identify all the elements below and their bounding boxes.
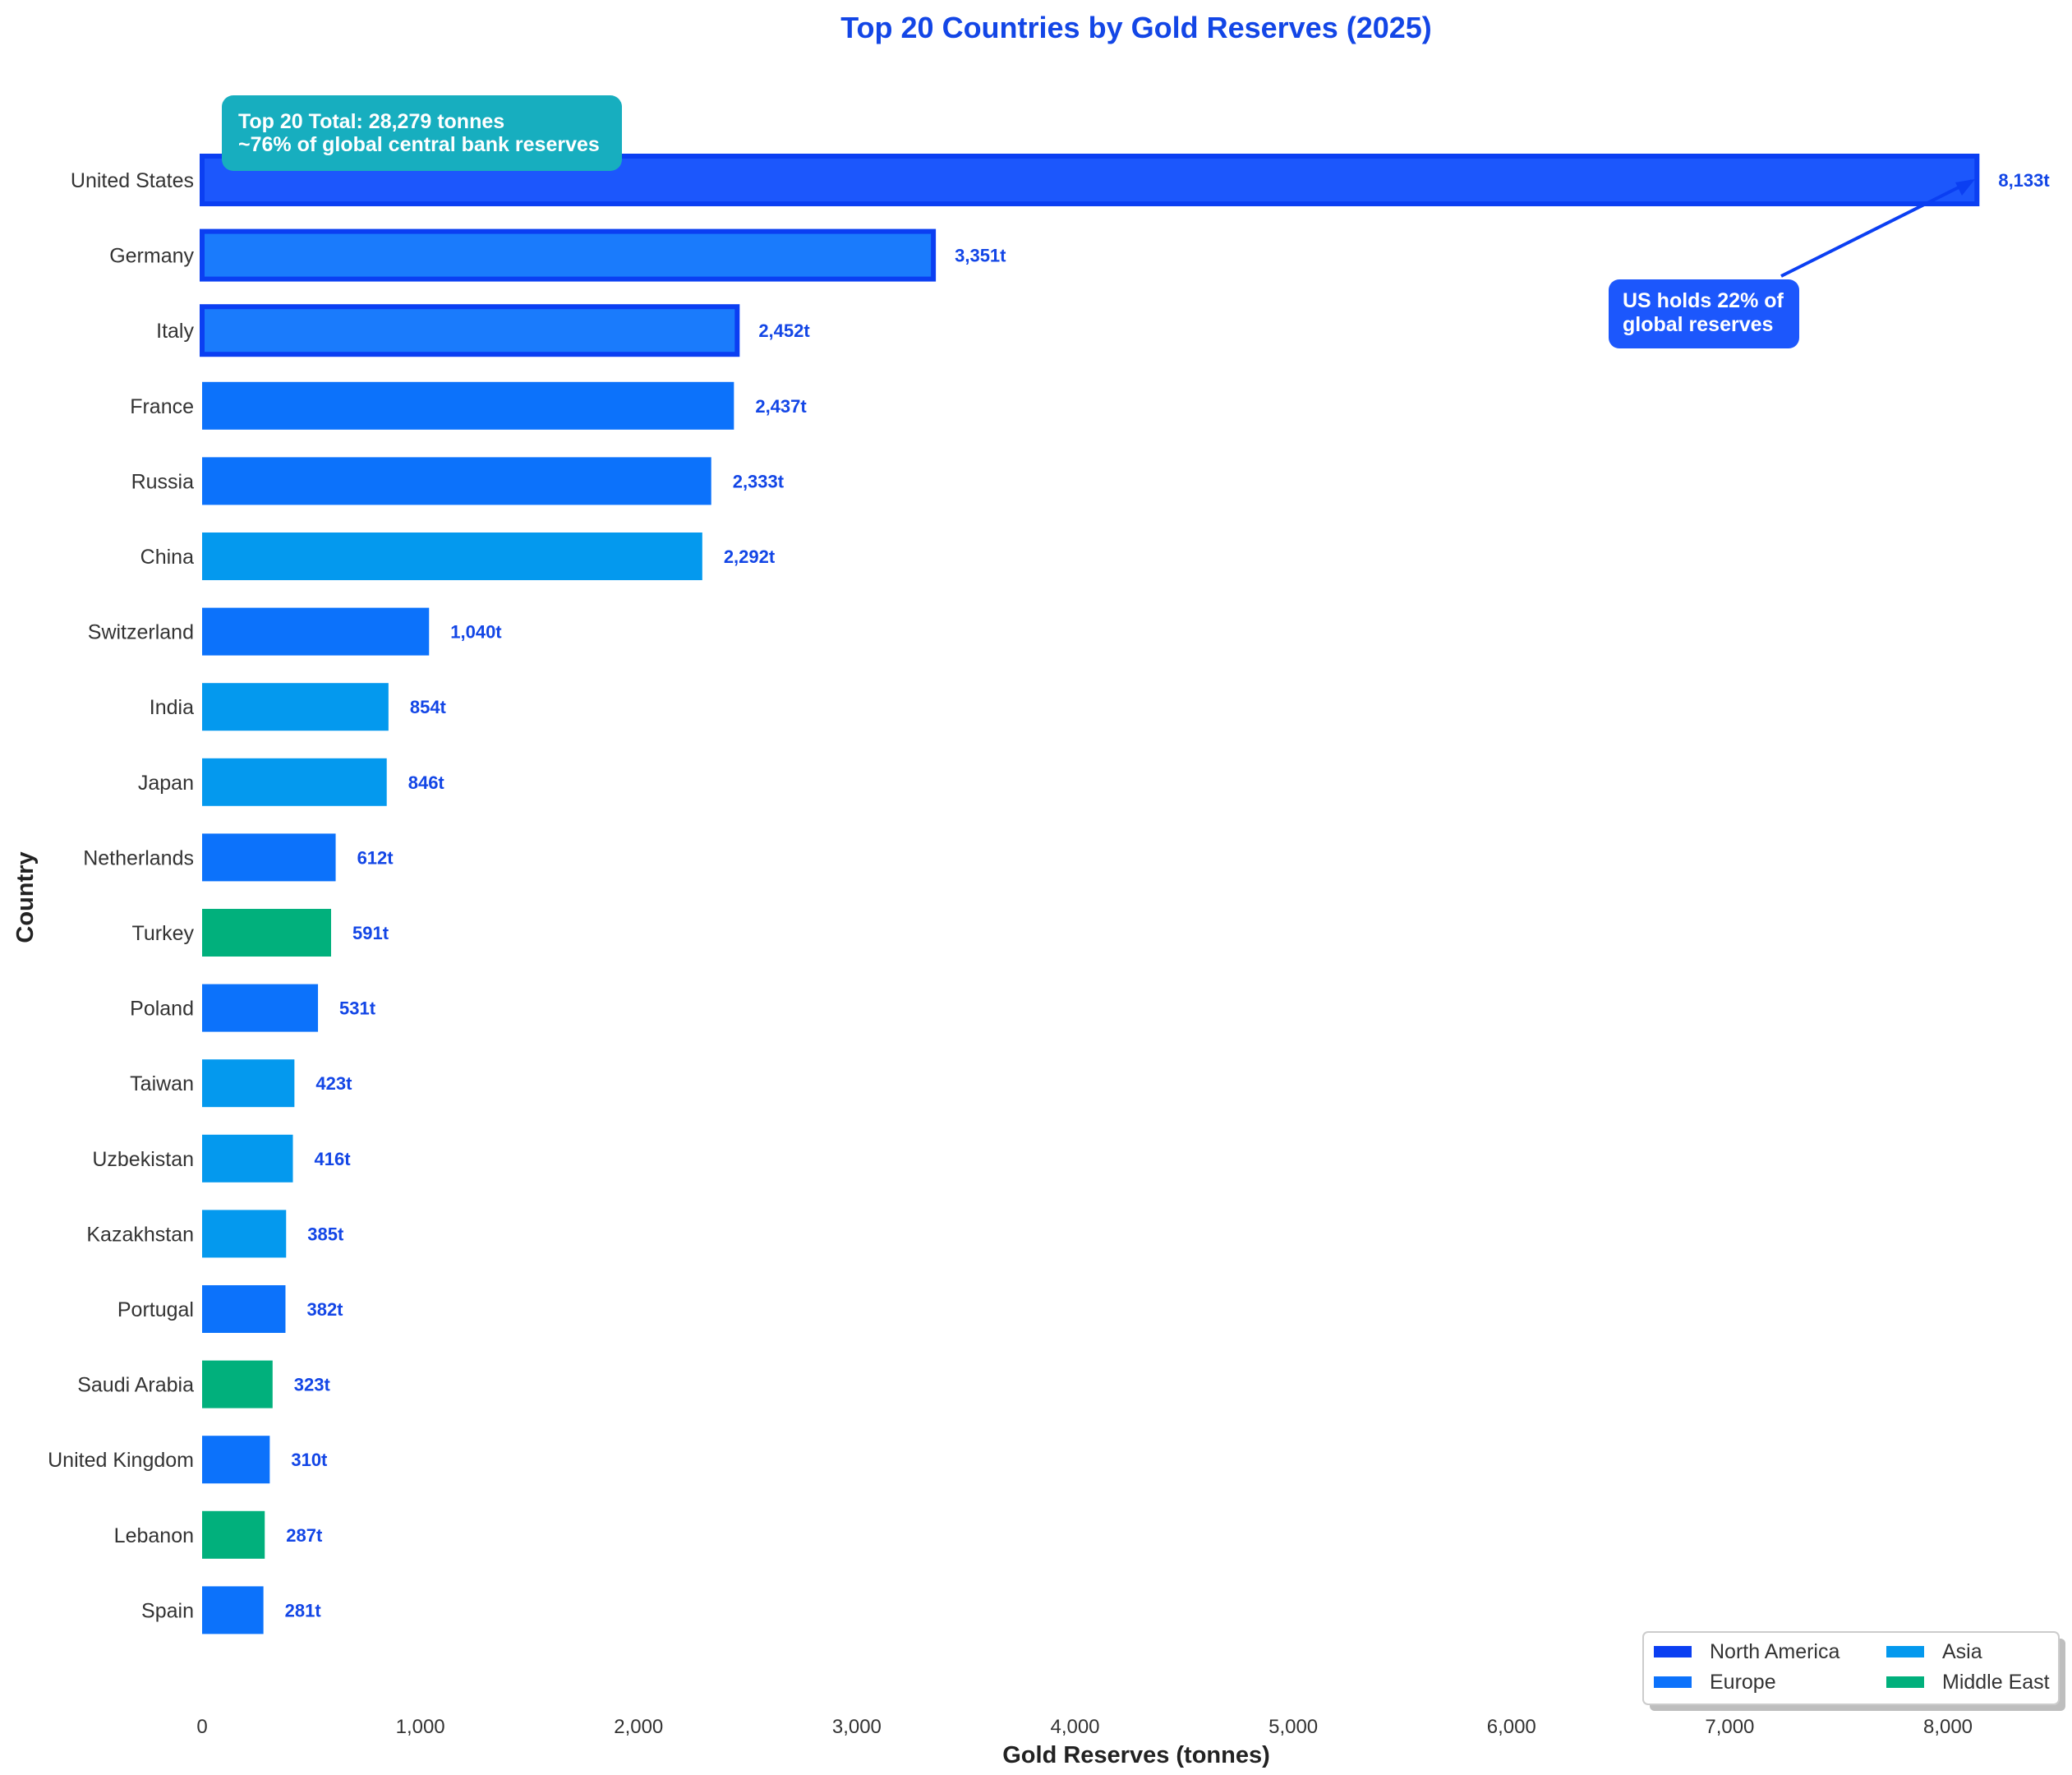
value-label-france: 2,437t [755,396,807,417]
us-share-line-1: US holds 22% of [1623,289,1784,312]
y-tick-kazakhstan: Kazakhstan [86,1223,194,1246]
value-label-switzerland: 1,040t [450,622,502,643]
y-tick-france: France [130,395,194,418]
value-label-united-kingdom: 310t [291,1450,328,1470]
y-tick-united-states: United States [71,169,194,192]
legend-label-europe: Europe [1710,1671,1776,1694]
total-annotation-box [222,95,622,171]
y-tick-switzerland: Switzerland [88,621,194,644]
y-tick-poland: Poland [130,998,194,1021]
bar-turkey [202,909,331,957]
y-tick-saudi-arabia: Saudi Arabia [77,1374,194,1397]
bar-spain [202,1586,264,1634]
bar-netherlands [202,833,336,882]
bar-united-kingdom [202,1436,270,1484]
y-tick-lebanon: Lebanon [114,1524,194,1547]
x-axis-label: Gold Reserves (tonnes) [1002,1742,1270,1768]
us-share-arrow-head [1955,179,1975,196]
us-share-annotation: US holds 22% of global reserves [1609,179,1975,348]
x-tick-3000: 3,000 [832,1716,882,1738]
bar-india [202,683,389,731]
y-tick-uzbekistan: Uzbekistan [92,1148,194,1171]
x-tick-1000: 1,000 [396,1716,445,1738]
x-tick-5000: 5,000 [1269,1716,1318,1738]
value-label-netherlands: 612t [357,847,394,868]
value-label-spain: 281t [285,1600,322,1621]
total-annotation: Top 20 Total: 28,279 tonnes ~76% of glob… [222,95,622,171]
legend-box [1642,1631,2060,1705]
legend-label-asia: Asia [1942,1640,1982,1663]
value-label-germany: 3,351t [955,246,1006,266]
x-tick-7000: 7,000 [1705,1716,1754,1738]
bar-china [202,532,702,580]
value-label-japan: 846t [408,772,445,793]
bar-portugal [202,1285,286,1333]
bar-france [202,381,734,430]
y-tick-labels: United States Germany Italy France Russia Chi… [48,169,194,1622]
legend-swatch-europe [1654,1676,1692,1688]
value-label-saudi-arabia: 323t [294,1375,331,1395]
y-tick-germany: Germany [109,245,194,268]
us-share-line-2: global reserves [1623,313,1773,336]
value-label-poland: 531t [339,998,376,1019]
value-label-india: 854t [410,697,447,717]
bar-lebanon [202,1510,265,1559]
value-labels: 8,133t 3,351t 2,452t 2,437t 2,333t 2,292t 1,04… [285,170,2051,1621]
us-share-box [1609,279,1799,348]
chart-title: Top 20 Countries by Gold Reserves (2025) [840,11,1432,44]
value-label-lebanon: 287t [286,1525,323,1546]
x-tick-6000: 6,000 [1487,1716,1536,1738]
y-tick-italy: Italy [156,320,194,343]
value-label-china: 2,292t [724,546,776,567]
bar-poland [202,984,319,1032]
legend-label-north-america: North America [1710,1640,1839,1663]
y-tick-japan: Japan [138,772,194,795]
value-label-italy: 2,452t [758,320,810,341]
total-annotation-line-1: Top 20 Total: 28,279 tonnes [238,110,504,133]
value-label-portugal: 382t [306,1299,343,1320]
y-tick-united-kingdom: United Kingdom [48,1449,194,1472]
value-label-russia: 2,333t [733,471,785,491]
x-tick-0: 0 [196,1716,207,1738]
x-tick-labels: 0 1,000 2,000 3,000 4,000 5,000 6,000 7,000 8,00… [196,1716,1973,1738]
bar-uzbekistan [202,1134,293,1183]
bar-taiwan [202,1059,295,1108]
legend: North America Asia Europe Middle East [1642,1631,2065,1711]
y-tick-russia: Russia [131,470,195,493]
legend-swatch-middle-east [1886,1676,1924,1688]
bar-saudi-arabia [202,1360,273,1408]
legend-label-middle-east: Middle East [1942,1671,2050,1694]
bar-russia [202,457,711,505]
value-label-united-states: 8,133t [1998,170,2050,191]
value-label-uzbekistan: 416t [315,1149,352,1169]
y-tick-china: China [140,546,194,569]
legend-swatch-asia [1886,1646,1924,1657]
y-tick-spain: Spain [141,1599,194,1622]
value-label-turkey: 591t [352,923,389,943]
bar-germany [200,228,937,282]
legend-swatch-north-america [1654,1646,1692,1657]
y-tick-taiwan: Taiwan [130,1072,194,1095]
us-share-arrow-line [1780,179,1973,278]
y-tick-turkey: Turkey [132,922,195,945]
bar-italy [200,304,740,357]
y-tick-netherlands: Netherlands [83,846,194,869]
y-axis-label: Country [12,851,39,943]
bar-switzerland [202,607,430,656]
y-tick-india: India [150,696,194,719]
total-annotation-line-2: ~76% of global central bank reserves [238,133,600,156]
x-tick-4000: 4,000 [1050,1716,1099,1738]
bar-japan [202,758,387,806]
value-label-kazakhstan: 385t [307,1224,344,1244]
value-label-taiwan: 423t [315,1073,352,1094]
bar-kazakhstan [202,1210,287,1258]
x-tick-2000: 2,000 [614,1716,663,1738]
bars-group [200,154,1980,1634]
y-tick-portugal: Portugal [117,1298,194,1321]
x-tick-8000: 8,000 [1923,1716,1973,1738]
